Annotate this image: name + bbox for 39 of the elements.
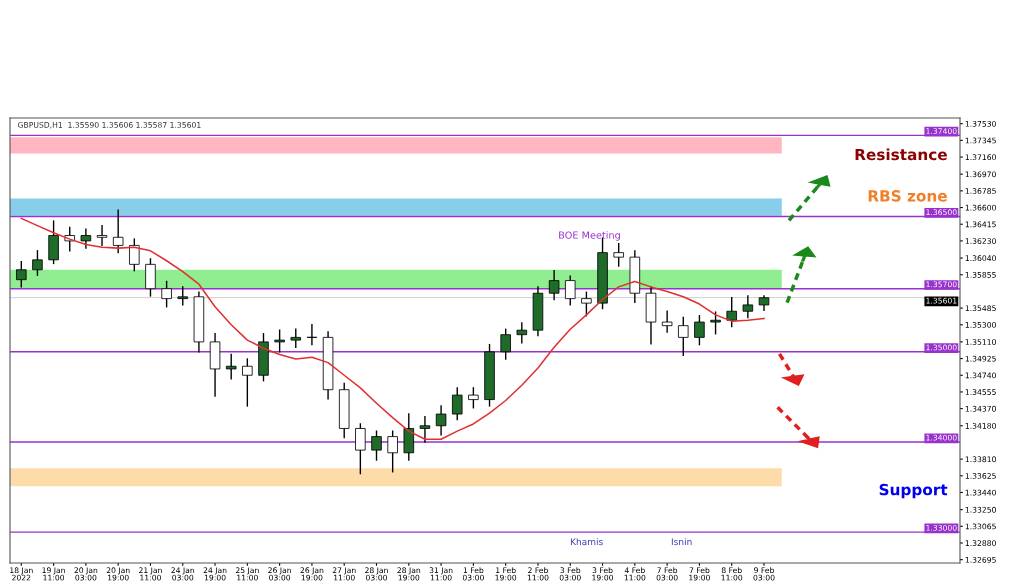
candlestick: [355, 423, 366, 475]
candlestick: [548, 269, 560, 301]
candlestick: [661, 310, 673, 333]
candlestick: [32, 250, 43, 276]
candlestick: [129, 238, 140, 272]
candlestick: [274, 329, 285, 353]
candlestick: [387, 430, 398, 473]
candlestick: [242, 358, 253, 407]
candlestick: [564, 275, 576, 306]
candlestick: [112, 209, 124, 254]
candlestick: [419, 416, 431, 443]
annotation: Isnin: [671, 538, 692, 546]
candlestick: [710, 311, 721, 335]
candlestick: [516, 322, 528, 344]
candlestick: [177, 286, 189, 306]
candlestick: [306, 324, 318, 346]
candlestick: [435, 405, 447, 436]
candlestick: [678, 316, 689, 357]
annotation: BOE Meeting: [559, 231, 620, 241]
candlestick: [96, 224, 108, 247]
line-series: [20, 217, 765, 441]
text: RBS zone: [868, 190, 947, 202]
candlestick: [16, 260, 27, 288]
text: Resistance: [855, 148, 947, 161]
candlestick: [726, 297, 737, 328]
candlestick: [161, 280, 172, 308]
candlestick: [290, 328, 302, 349]
candlestick: [468, 387, 479, 409]
candlestick: [742, 295, 754, 319]
candlestick: [613, 242, 624, 267]
candlestick: [80, 228, 92, 249]
annotation: Khamis: [570, 538, 603, 546]
candlestick: [581, 291, 592, 317]
text: Support: [879, 483, 948, 499]
candlestick: [694, 315, 705, 346]
candlestick: [225, 353, 237, 380]
candlestick: [451, 387, 463, 421]
candlestick: [371, 430, 382, 461]
candlestick: [500, 328, 511, 360]
